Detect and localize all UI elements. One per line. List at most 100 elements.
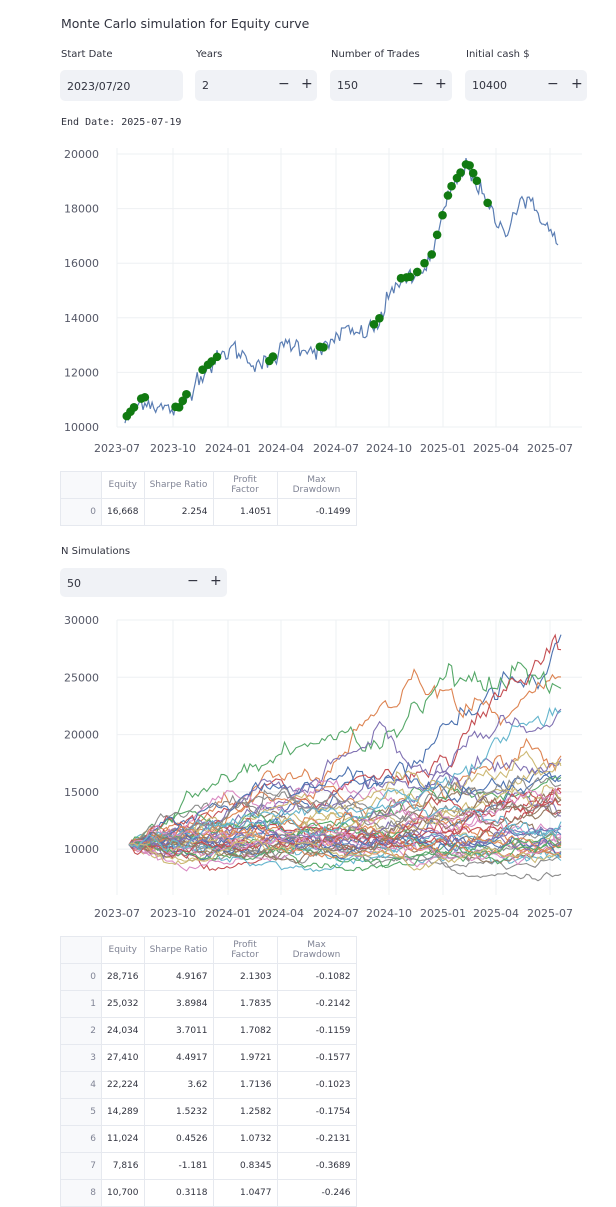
x-tick-label: 2025-04	[473, 442, 519, 455]
profit-factor-cell: 1.7082	[212, 1017, 278, 1045]
max-drawdown-cell: -0.1754	[276, 1098, 357, 1126]
trade-marker	[182, 389, 191, 399]
max-drawdown-cell: -0.1082	[276, 963, 357, 991]
simulation-line	[128, 634, 562, 854]
years-decrement-button[interactable]: −	[278, 76, 290, 92]
initial-cash-decrement-button[interactable]: −	[547, 76, 559, 92]
simulation-line	[128, 779, 562, 845]
table-row: 0 28,716 4.9167 2.1303 -0.1082	[60, 963, 357, 991]
row-index: 6	[60, 1125, 102, 1153]
summary-table: Equity Sharpe Ratio Profit Factor Max Dr…	[60, 471, 357, 526]
y-tick-label: 10000	[64, 843, 99, 856]
x-tick-label: 2024-07	[313, 442, 359, 455]
trade-marker	[375, 314, 384, 323]
trade-marker	[468, 168, 478, 178]
simulation-table: Equity Sharpe Ratio Profit Factor Max Dr…	[60, 936, 357, 1207]
trade-marker	[456, 168, 465, 177]
trade-marker	[129, 403, 139, 412]
trade-marker	[427, 250, 437, 259]
max-drawdown-cell: -0.1499	[276, 498, 357, 526]
trade-marker	[319, 342, 328, 352]
initial-cash-value: 10400	[472, 79, 507, 92]
years-stepper[interactable]: 2 − +	[195, 70, 317, 101]
simulation-line	[128, 796, 562, 864]
simulation-line	[128, 789, 562, 852]
simulation-line	[128, 831, 562, 871]
y-tick-label: 14000	[64, 312, 99, 325]
x-tick-label: 2025-07	[527, 442, 573, 455]
num-trades-decrement-button[interactable]: −	[412, 76, 424, 92]
start-date-input[interactable]: 2023/07/20	[60, 70, 183, 101]
sim-table-container: Equity Sharpe Ratio Profit Factor Max Dr…	[60, 936, 357, 1207]
n-simulations-decrement-button[interactable]: −	[187, 573, 199, 589]
simulation-line	[128, 830, 562, 866]
sharpe-cell: 3.7011	[143, 1017, 214, 1045]
sim-header-sharpe: Sharpe Ratio	[143, 936, 214, 964]
equity-cell: 24,034	[101, 1017, 145, 1045]
simulation-line	[128, 825, 561, 863]
trade-marker	[447, 181, 456, 191]
sharpe-cell: 4.4917	[143, 1044, 214, 1072]
table-row: 1 25,032 3.8984 1.7835 -0.2142	[60, 990, 357, 1018]
n-simulations-label: N Simulations	[61, 546, 131, 557]
row-index: 2	[60, 1017, 102, 1045]
max-drawdown-cell: -0.2142	[276, 990, 357, 1018]
mc-chart-y-ticks: 10000 15000 20000 25000 30000	[64, 614, 99, 856]
trade-marker	[438, 210, 447, 220]
max-drawdown-cell: -0.3689	[276, 1152, 357, 1180]
y-tick-label: 18000	[64, 203, 99, 216]
equity-cell: 22,224	[101, 1071, 145, 1099]
equity-cell: 7,816	[101, 1152, 145, 1180]
profit-factor-cell: 1.7835	[212, 990, 278, 1018]
equity-chart-x-ticks: 2023-07 2023-10 2024-01 2024-04 2024-07 2024-…	[94, 442, 573, 455]
table-row: 4 22,224 3.62 1.7136 -0.1023	[60, 1071, 357, 1099]
table-row: 5 14,289 1.5232 1.2582 -0.1754	[60, 1098, 357, 1126]
simulation-line	[128, 761, 562, 846]
y-tick-label: 30000	[64, 614, 99, 627]
x-tick-label: 2024-07	[313, 907, 359, 920]
summary-header-max-drawdown: Max Drawdown	[276, 471, 357, 499]
years-value: 2	[202, 79, 209, 92]
sharpe-cell: 2.254	[143, 498, 214, 526]
simulation-line	[128, 707, 562, 851]
sim-header-equity: Equity	[101, 936, 145, 964]
n-simulations-stepper[interactable]: 50 − +	[60, 568, 227, 597]
y-tick-label: 16000	[64, 257, 99, 270]
years-increment-button[interactable]: +	[301, 76, 313, 92]
simulation-line	[128, 633, 562, 848]
summary-header-profit-factor: Profit Factor	[212, 471, 278, 499]
trade-marker	[212, 352, 222, 362]
initial-cash-label: Initial cash $	[466, 49, 530, 60]
num-trades-increment-button[interactable]: +	[435, 76, 447, 92]
profit-factor-cell: 0.8345	[212, 1152, 278, 1180]
num-trades-stepper[interactable]: 150 − +	[330, 70, 452, 101]
profit-factor-cell: 1.4051	[212, 498, 278, 526]
summary-header-equity: Equity	[101, 471, 145, 499]
n-simulations-increment-button[interactable]: +	[210, 573, 222, 589]
page-title: Monte Carlo simulation for Equity curve	[61, 16, 310, 31]
simulation-line	[128, 750, 562, 846]
trade-marker	[412, 267, 422, 277]
initial-cash-stepper[interactable]: 10400 − +	[465, 70, 587, 101]
row-index: 1	[60, 990, 102, 1018]
simulation-line	[128, 789, 562, 846]
max-drawdown-cell: -0.1159	[276, 1017, 357, 1045]
initial-cash-increment-button[interactable]: +	[571, 76, 583, 92]
table-row: 3 27,410 4.4917 1.9721 -0.1577	[60, 1044, 357, 1072]
table-row: 6 11,024 0.4526 1.0732 -0.2131	[60, 1125, 357, 1153]
profit-factor-cell: 2.1303	[212, 963, 278, 991]
row-index: 8	[60, 1179, 102, 1207]
trade-marker	[420, 258, 429, 268]
y-tick-label: 12000	[64, 366, 99, 379]
trade-marker	[178, 396, 188, 406]
sharpe-cell: 0.4526	[143, 1125, 214, 1153]
x-tick-label: 2023-10	[150, 907, 196, 920]
y-tick-label: 25000	[64, 671, 99, 684]
equity-chart-y-ticks: 10000 12000 14000 16000 18000 20000	[64, 148, 99, 434]
row-index: 4	[60, 1071, 102, 1099]
summary-table-container: Equity Sharpe Ratio Profit Factor Max Dr…	[60, 471, 357, 526]
simulation-line	[128, 825, 562, 850]
simulation-line	[128, 787, 562, 848]
table-row: 2 24,034 3.7011 1.7082 -0.1159	[60, 1017, 357, 1045]
